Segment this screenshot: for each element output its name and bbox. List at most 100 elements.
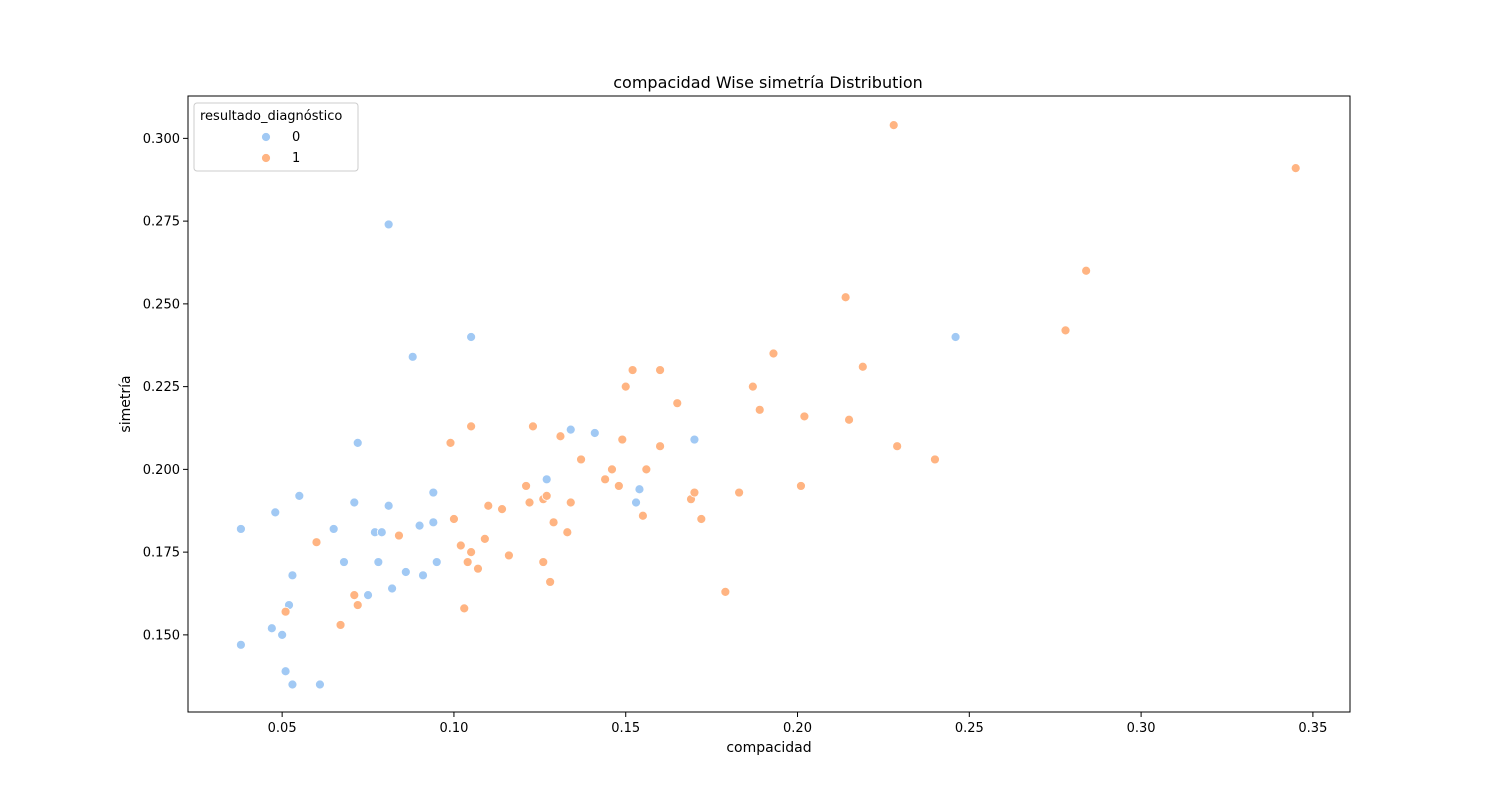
data-point-class-1: [796, 481, 806, 491]
data-point-class-1: [627, 365, 638, 375]
y-axis-label: simetría: [118, 375, 134, 432]
data-point-class-0: [373, 557, 384, 567]
data-point-class-0: [349, 497, 360, 508]
data-point-class-1: [565, 497, 576, 508]
y-tick-label: 0.150: [143, 628, 180, 643]
legend-marker-1: [261, 153, 271, 163]
data-point-class-1: [930, 454, 940, 465]
data-point-class-1: [455, 540, 466, 551]
y-tick-label: 0.300: [143, 132, 180, 147]
x-tick-label: 0.35: [1298, 721, 1327, 736]
data-point-class-0: [236, 524, 246, 534]
data-point-class-1: [655, 441, 665, 452]
legend-title: resultado_diagnóstico: [200, 109, 342, 124]
data-point-class-0: [466, 332, 477, 342]
data-point-class-1: [655, 365, 665, 375]
data-point-class-1: [504, 550, 514, 561]
data-point-class-1: [349, 590, 360, 601]
data-point-class-1: [462, 557, 473, 567]
data-point-class-1: [620, 381, 631, 392]
data-point-class-0: [376, 527, 387, 538]
data-point-class-0: [352, 437, 363, 448]
data-point-class-1: [459, 603, 470, 614]
data-point-class-0: [400, 567, 411, 577]
data-point-class-1: [483, 500, 494, 511]
data-point-class-1: [473, 563, 483, 574]
data-point-class-0: [277, 629, 288, 640]
data-point-class-1: [1081, 265, 1092, 276]
data-point-class-1: [747, 381, 758, 392]
data-point-class-1: [696, 514, 707, 524]
data-point-class-1: [545, 577, 556, 587]
data-point-class-1: [528, 421, 538, 432]
chart-title: compacidad Wise simetría Distribution: [613, 73, 923, 92]
data-point-class-1: [466, 421, 477, 432]
plot-area-frame: [187, 95, 1351, 713]
data-point-class-1: [734, 487, 745, 498]
data-point-class-0: [383, 219, 394, 230]
data-point-class-1: [672, 398, 683, 409]
x-tick-label: 0.20: [783, 721, 812, 736]
data-point-class-0: [236, 639, 246, 650]
data-point-class-0: [428, 517, 439, 528]
data-point-class-0: [363, 590, 373, 601]
data-point-class-0: [414, 520, 425, 531]
data-point-class-1: [445, 437, 456, 448]
data-point-class-1: [720, 586, 731, 597]
x-tick-label: 0.15: [611, 721, 640, 736]
x-axis-ticks: 0.05 0.10 0.15 0.20 0.25 0.30 0.35: [268, 712, 1327, 736]
data-point-class-0: [589, 428, 600, 438]
data-point-class-0: [383, 500, 394, 511]
data-point-class-1: [1290, 163, 1301, 174]
data-point-class-1: [479, 533, 490, 544]
data-point-class-1: [538, 557, 549, 567]
data-point-class-0: [270, 507, 281, 518]
data-point-class-1: [352, 600, 363, 610]
data-point-class-1: [613, 481, 624, 491]
data-point-class-1: [617, 434, 628, 445]
data-point-class-0: [339, 557, 349, 567]
data-point-class-0: [950, 332, 961, 342]
data-point-class-0: [689, 434, 700, 445]
data-point-class-1: [394, 530, 404, 541]
x-axis-label: compacidad: [726, 740, 811, 756]
data-point-class-1: [541, 490, 552, 501]
x-tick-label: 0.30: [1127, 721, 1156, 736]
y-tick-label: 0.200: [143, 463, 180, 478]
legend: resultado_diagnóstico 0 1: [193, 102, 359, 172]
data-point-class-1: [600, 474, 611, 485]
data-point-class-0: [328, 524, 339, 534]
data-point-class-1: [576, 454, 586, 465]
data-point-class-1: [888, 120, 899, 131]
data-point-class-1: [638, 510, 648, 521]
data-point-class-1: [335, 620, 346, 630]
y-tick-label: 0.175: [143, 546, 180, 561]
data-point-class-0: [287, 570, 298, 581]
x-tick-label: 0.25: [955, 721, 984, 736]
data-point-class-0: [418, 570, 428, 581]
data-points: [236, 120, 1301, 690]
data-point-class-1: [280, 606, 291, 617]
data-point-class-1: [689, 487, 700, 498]
data-point-class-1: [754, 404, 765, 415]
data-point-class-1: [548, 517, 559, 528]
legend-label-1: 1: [292, 151, 300, 166]
data-point-class-1: [844, 414, 854, 425]
data-point-class-0: [428, 487, 439, 498]
data-point-class-0: [565, 424, 576, 435]
data-point-class-0: [294, 490, 305, 501]
data-point-class-0: [407, 351, 418, 362]
data-point-class-0: [541, 474, 552, 485]
legend-label-0: 0: [292, 130, 300, 145]
legend-box: [193, 102, 359, 172]
data-point-class-1: [497, 504, 507, 514]
y-tick-label: 0.225: [143, 380, 180, 395]
data-point-class-0: [387, 583, 397, 594]
data-point-class-0: [266, 623, 277, 634]
data-point-class-1: [607, 464, 617, 475]
data-point-class-0: [280, 666, 291, 677]
legend-marker-0: [261, 132, 271, 142]
data-point-class-0: [287, 679, 298, 690]
data-point-class-1: [524, 497, 535, 508]
